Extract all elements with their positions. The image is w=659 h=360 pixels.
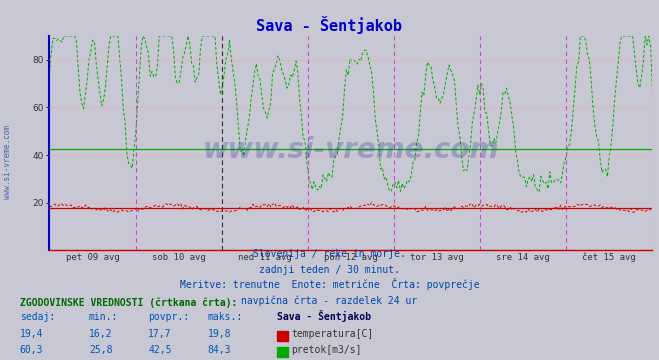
Text: 84,3: 84,3 (208, 345, 231, 355)
Text: 19,8: 19,8 (208, 329, 231, 339)
Text: maks.:: maks.: (208, 312, 243, 323)
Text: pretok[m3/s]: pretok[m3/s] (291, 345, 362, 355)
Text: 60,3: 60,3 (20, 345, 43, 355)
Text: temperatura[C]: temperatura[C] (291, 329, 374, 339)
Text: navpična črta - razdelek 24 ur: navpična črta - razdelek 24 ur (241, 295, 418, 306)
Text: 17,7: 17,7 (148, 329, 172, 339)
Text: Sava - Šentjakob: Sava - Šentjakob (277, 310, 371, 323)
Text: zadnji teden / 30 minut.: zadnji teden / 30 minut. (259, 265, 400, 275)
Text: www.si-vreme.com: www.si-vreme.com (203, 135, 499, 163)
Text: 42,5: 42,5 (148, 345, 172, 355)
Text: 19,4: 19,4 (20, 329, 43, 339)
Text: Sava - Šentjakob: Sava - Šentjakob (256, 16, 403, 34)
Text: sedaj:: sedaj: (20, 312, 55, 323)
Text: www.si-vreme.com: www.si-vreme.com (3, 125, 13, 199)
Text: 25,8: 25,8 (89, 345, 113, 355)
Text: ZGODOVINSKE VREDNOSTI (črtkana črta):: ZGODOVINSKE VREDNOSTI (črtkana črta): (20, 297, 237, 308)
Text: Meritve: trenutne  Enote: metrične  Črta: povprečje: Meritve: trenutne Enote: metrične Črta: … (180, 278, 479, 291)
Text: Slovenija / reke in morje.: Slovenija / reke in morje. (253, 249, 406, 260)
Text: 16,2: 16,2 (89, 329, 113, 339)
Text: min.:: min.: (89, 312, 119, 323)
Text: povpr.:: povpr.: (148, 312, 189, 323)
